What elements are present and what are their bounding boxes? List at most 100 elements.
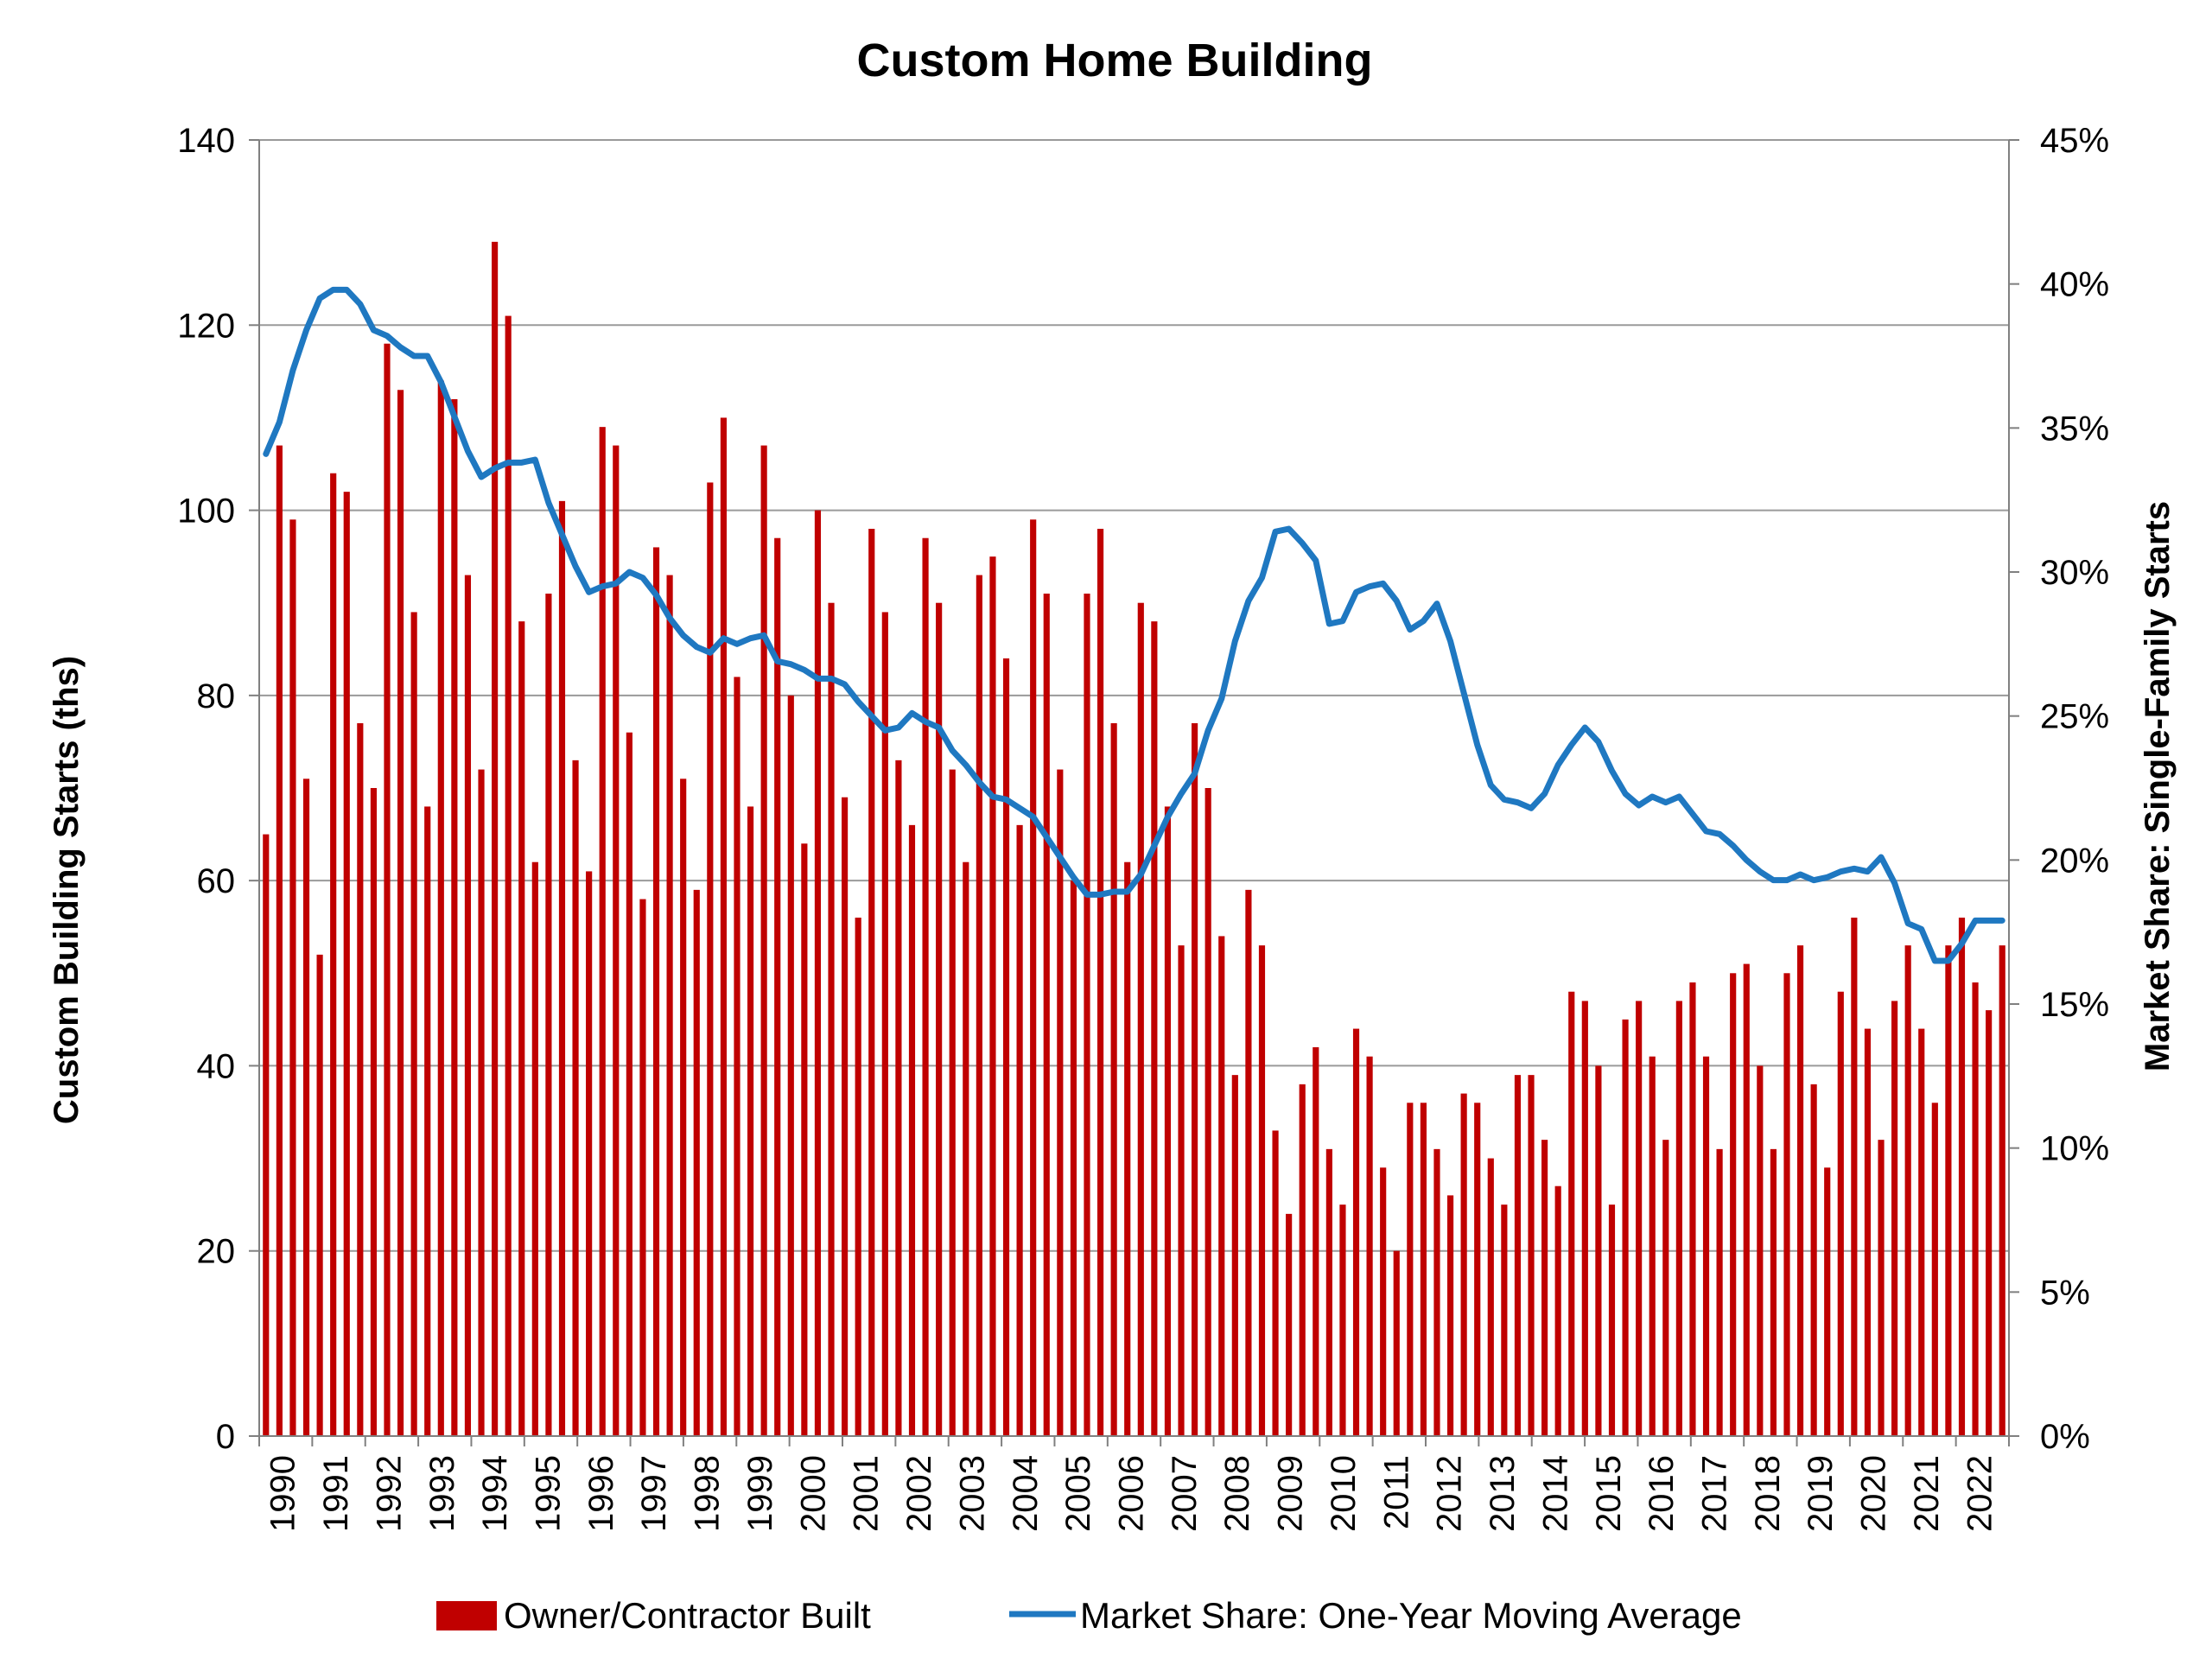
bar — [1662, 1140, 1669, 1436]
bar — [330, 473, 337, 1437]
bar — [586, 871, 593, 1436]
bar — [1205, 788, 1211, 1436]
bar — [1796, 945, 1804, 1436]
bar — [774, 537, 781, 1437]
bar — [437, 380, 444, 1436]
bar — [1043, 594, 1050, 1436]
bar — [558, 500, 566, 1436]
bar — [1393, 1250, 1400, 1436]
bar — [370, 788, 377, 1436]
bar — [1151, 621, 1158, 1436]
bar — [1810, 1084, 1817, 1436]
bar — [545, 594, 552, 1436]
x-tick-label: 2018 — [1749, 1455, 1787, 1532]
bar — [1487, 1158, 1494, 1436]
bar — [680, 779, 687, 1436]
bar — [1286, 1213, 1293, 1436]
bar — [478, 769, 485, 1436]
x-tick-label: 2010 — [1325, 1455, 1363, 1532]
right-axis-ticks: 0% 5% 10% 15% 20% 25% 30% 35% 40% 45% — [2009, 122, 2109, 1456]
bar — [842, 797, 849, 1436]
left-tick-label: 120 — [177, 307, 235, 345]
bar — [1030, 519, 1037, 1436]
right-tick-label: 0% — [2040, 1418, 2090, 1456]
bar — [801, 843, 808, 1436]
bar — [881, 612, 888, 1436]
x-tick-label: 1992 — [370, 1455, 408, 1532]
x-tick-label: 2000 — [794, 1455, 832, 1532]
bar — [1904, 945, 1911, 1436]
bar — [895, 760, 902, 1436]
x-tick-label: 2014 — [1536, 1455, 1574, 1532]
left-tick-label: 20 — [197, 1233, 236, 1271]
legend-swatch-bars — [436, 1601, 497, 1630]
bar — [1528, 1075, 1535, 1436]
right-axis-title: Market Share: Single-Family Starts — [2139, 501, 2177, 1071]
right-tick-label: 15% — [2040, 986, 2109, 1024]
bar — [1460, 1093, 1467, 1436]
x-tick-label: 2013 — [1484, 1455, 1522, 1532]
bar — [989, 556, 996, 1436]
bar — [1339, 1205, 1346, 1436]
x-tick-label: 2009 — [1272, 1455, 1310, 1532]
bar — [1084, 594, 1090, 1436]
x-tick-label: 2002 — [900, 1455, 938, 1532]
bar — [1313, 1047, 1319, 1436]
bar — [1474, 1103, 1481, 1436]
right-tick-label: 20% — [2040, 842, 2109, 880]
right-tick-label: 30% — [2040, 554, 2109, 592]
bar — [343, 492, 350, 1436]
x-tick-label: 1993 — [423, 1455, 461, 1532]
bar-series-owner-contractor-built — [263, 241, 2005, 1437]
bar — [1514, 1075, 1522, 1436]
bar — [1407, 1103, 1414, 1436]
bar — [1231, 1075, 1238, 1436]
x-tick-label: 2019 — [1802, 1455, 1840, 1532]
x-tick-label: 2015 — [1590, 1455, 1628, 1532]
right-tick-label: 25% — [2040, 698, 2109, 736]
bar — [747, 806, 754, 1436]
x-tick-label: 2021 — [1908, 1455, 1946, 1532]
x-tick-label: 2016 — [1643, 1455, 1681, 1532]
left-tick-label: 40 — [197, 1047, 236, 1085]
bar — [531, 861, 538, 1436]
bar — [1352, 1028, 1360, 1436]
bar — [572, 760, 579, 1436]
left-tick-label: 80 — [197, 677, 236, 715]
bar — [1218, 936, 1225, 1436]
bar — [760, 445, 767, 1436]
left-axis-title: Custom Building Starts (ths) — [48, 656, 86, 1124]
bar — [263, 834, 270, 1436]
x-tick-label: 2011 — [1377, 1455, 1415, 1529]
bar — [1258, 945, 1266, 1436]
right-tick-label: 10% — [2040, 1130, 2109, 1168]
x-tick-label: 2020 — [1855, 1455, 1893, 1532]
x-tick-label: 1995 — [530, 1455, 568, 1532]
bar — [276, 445, 283, 1436]
right-tick-label: 40% — [2040, 266, 2109, 304]
bar — [1757, 1065, 1764, 1436]
legend-label-line: Market Share: One-Year Moving Average — [1080, 1595, 1742, 1636]
bar — [908, 824, 916, 1436]
bar — [1178, 945, 1185, 1436]
bar — [963, 861, 969, 1436]
bar — [357, 723, 364, 1436]
bar — [1299, 1084, 1306, 1436]
bar — [451, 399, 458, 1436]
bar — [707, 482, 714, 1437]
bar — [1716, 1148, 1723, 1436]
x-tick-label: 2007 — [1166, 1455, 1204, 1532]
bar — [384, 343, 391, 1437]
bar — [626, 732, 632, 1436]
x-tick-label: 2017 — [1696, 1455, 1734, 1532]
bar — [868, 529, 875, 1436]
bar — [1770, 1148, 1777, 1436]
bar — [1124, 861, 1131, 1436]
bar — [464, 575, 472, 1436]
market-share-line — [263, 286, 2005, 964]
bar — [289, 519, 296, 1436]
axes — [258, 140, 2010, 1437]
x-tick-label: 1997 — [635, 1455, 673, 1532]
bar — [1245, 889, 1252, 1436]
